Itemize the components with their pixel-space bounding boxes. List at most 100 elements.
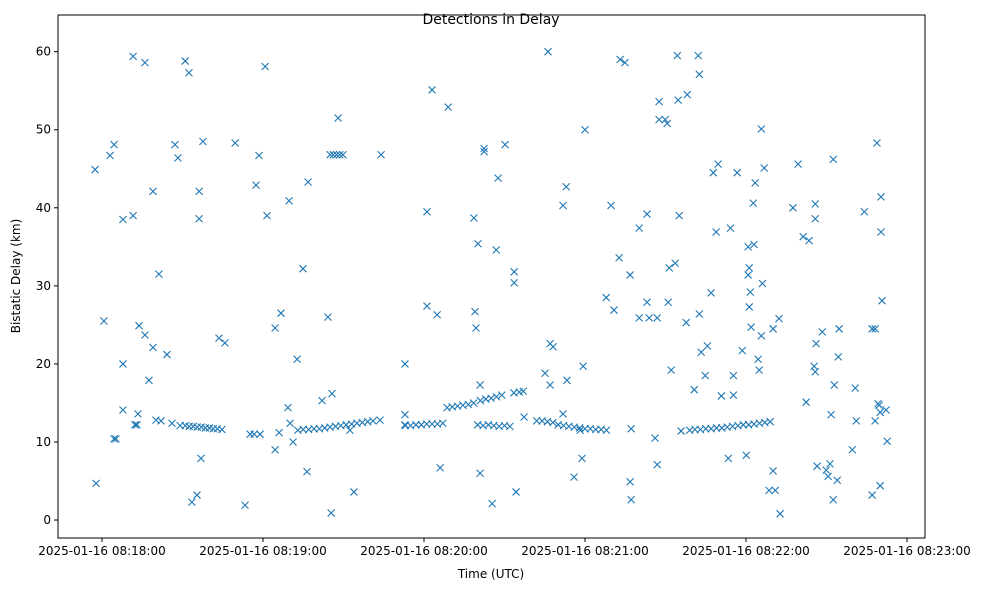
data-point [501, 140, 509, 149]
data-point [701, 371, 710, 380]
y-axis-label: Bistatic Delay (km) [9, 219, 23, 334]
data-point [335, 150, 344, 159]
data-point [476, 396, 485, 405]
data-point [277, 309, 285, 318]
data-point [544, 47, 552, 56]
data-point [673, 51, 682, 60]
data-point [563, 376, 571, 385]
data-point [873, 139, 881, 147]
data-point [197, 454, 205, 463]
data-point [645, 313, 654, 322]
data-point [263, 211, 271, 220]
data-point [505, 422, 514, 431]
data-point [860, 207, 869, 216]
data-point [811, 200, 820, 208]
data-point [769, 324, 778, 333]
data-point [729, 371, 738, 380]
data-point [99, 317, 108, 325]
x-tick-label: 2025-01-16 08:18:00 [38, 544, 165, 558]
data-point [256, 430, 264, 439]
data-point [199, 137, 207, 146]
data-point [436, 463, 445, 472]
data-point [492, 246, 501, 254]
data-point [149, 343, 157, 352]
data-point [712, 228, 721, 236]
data-point [635, 313, 644, 322]
data-point [332, 150, 341, 159]
data-point [610, 306, 618, 314]
data-point [559, 201, 567, 210]
data-point [271, 445, 279, 454]
data-point [805, 236, 813, 245]
data-point [470, 214, 478, 222]
y-tick-label: 10 [36, 435, 51, 449]
data-point [829, 495, 838, 504]
data-point [802, 398, 811, 407]
x-tick-label: 2025-01-16 08:19:00 [199, 544, 326, 558]
data-point [868, 491, 877, 499]
data-point [576, 426, 585, 435]
data-point [663, 119, 672, 128]
data-point [469, 399, 478, 407]
data-point [626, 271, 634, 279]
data-point [664, 298, 673, 307]
data-point [155, 270, 163, 279]
data-point [733, 168, 742, 177]
data-point [643, 210, 651, 218]
data-point [195, 214, 204, 223]
data-point [726, 224, 735, 232]
data-point [299, 264, 307, 273]
data-point [578, 454, 586, 463]
data-point [350, 488, 358, 496]
data-point [848, 445, 857, 454]
data-point [218, 425, 226, 434]
data-point [833, 476, 842, 485]
data-point [129, 211, 138, 220]
data-point [476, 381, 484, 389]
data-point [758, 279, 767, 288]
data-point [174, 153, 182, 162]
data-point [683, 90, 692, 99]
data-point [480, 147, 489, 156]
data-point [438, 419, 447, 428]
data-point [480, 144, 489, 153]
data-point [423, 302, 431, 311]
data-point [724, 454, 733, 463]
data-point [769, 466, 778, 475]
data-point [771, 486, 780, 495]
y-tick-label: 40 [36, 201, 51, 215]
data-point [284, 403, 292, 412]
data-point [709, 168, 718, 177]
data-point [324, 313, 332, 321]
data-point [813, 462, 822, 471]
data-point [616, 55, 625, 64]
data-point [655, 97, 663, 106]
x-axis-label: Time (UTC) [457, 567, 524, 581]
data-point [695, 70, 704, 79]
data-point [570, 473, 578, 482]
data-point [834, 353, 843, 361]
data-point [549, 342, 557, 351]
data-point [694, 51, 703, 60]
data-point [697, 348, 706, 357]
data-point [134, 409, 142, 418]
y-tick-label: 30 [36, 279, 51, 293]
data-point [871, 417, 879, 425]
data-point [487, 394, 495, 403]
data-point [626, 477, 634, 486]
data-point [875, 401, 884, 410]
data-point [546, 381, 555, 389]
data-point [286, 419, 295, 428]
data-point [746, 288, 755, 297]
data-point [818, 328, 827, 336]
data-point [241, 501, 249, 510]
data-point [433, 310, 442, 319]
data-point [303, 467, 311, 476]
data-point [250, 430, 259, 439]
data-point [188, 498, 196, 506]
data-point [275, 428, 283, 437]
data-point [607, 201, 615, 210]
data-point [119, 360, 127, 368]
data-point [106, 151, 114, 160]
